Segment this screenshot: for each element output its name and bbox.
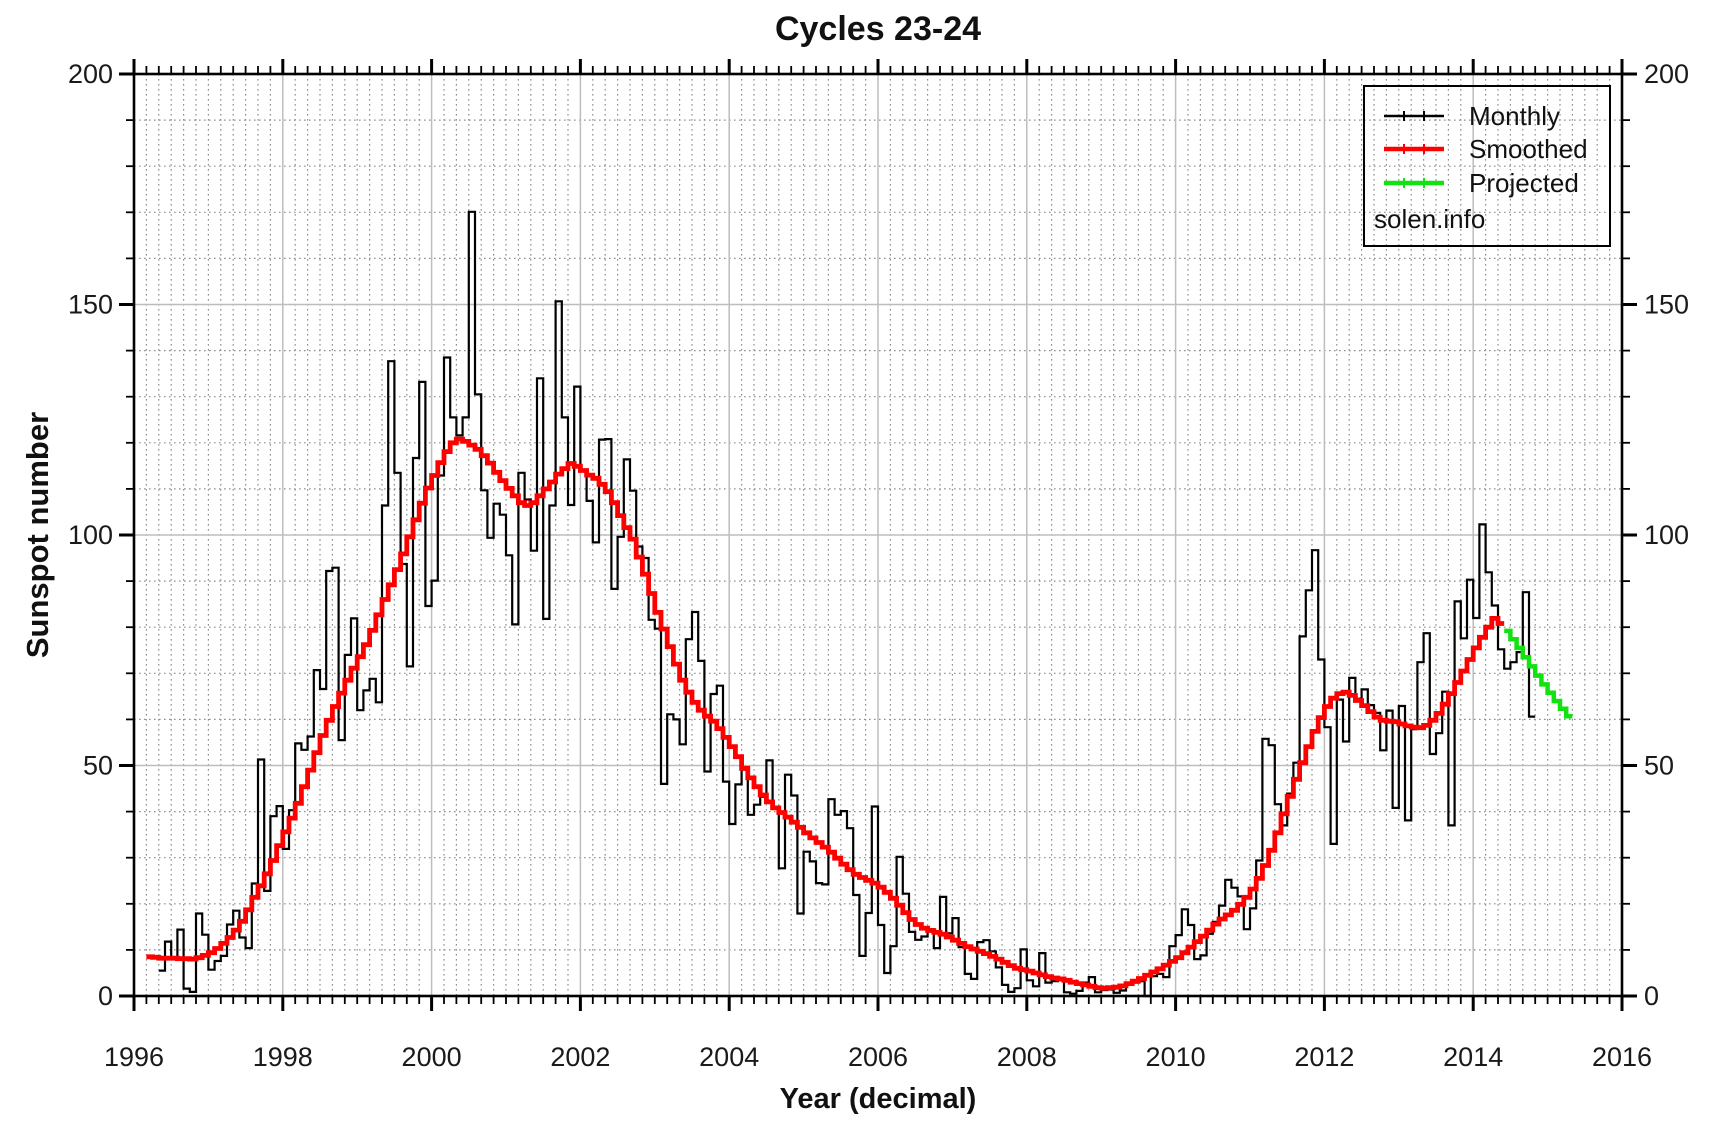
x-tick-label-2014: 2014 xyxy=(1443,1042,1503,1072)
axis-frame-and-ticks xyxy=(119,59,1637,1011)
y-tick-label-left-0: 0 xyxy=(98,981,113,1011)
y-tick-labels-left: 0 50 100 150 200 xyxy=(68,59,113,1011)
y-tick-label-right-0: 0 xyxy=(1644,981,1659,1011)
x-tick-label-2004: 2004 xyxy=(699,1042,759,1072)
x-tick-label-2010: 2010 xyxy=(1146,1042,1206,1072)
smoothed-line-sample xyxy=(1384,144,1444,154)
watermark-text: solen.info xyxy=(1374,204,1486,234)
y-tick-label-left-50: 50 xyxy=(83,751,113,781)
legend-row-smoothed: Smoothed xyxy=(1365,135,1609,163)
legend-label-smoothed: Smoothed xyxy=(1469,134,1588,164)
legend-label-monthly: Monthly xyxy=(1469,101,1561,131)
x-tick-label-2006: 2006 xyxy=(848,1042,908,1072)
smoothed-series-line xyxy=(146,436,1505,991)
y-tick-label-left-150: 150 xyxy=(68,290,113,320)
x-tick-label-2012: 2012 xyxy=(1294,1042,1354,1072)
x-tick-labels: 1996 1998 2000 2002 2004 2006 2008 2010 2012 2014… xyxy=(104,1042,1652,1072)
legend-box: Monthly Smoothed Projected solen.info xyxy=(1363,85,1611,247)
x-tick-label-2008: 2008 xyxy=(997,1042,1057,1072)
y-tick-label-right-50: 50 xyxy=(1644,751,1674,781)
x-tick-label-1996: 1996 xyxy=(104,1042,164,1072)
data-series xyxy=(146,210,1573,998)
y-tick-label-left-100: 100 xyxy=(68,520,113,550)
projected-line-sample xyxy=(1384,178,1444,188)
legend-row-monthly: Monthly xyxy=(1365,102,1609,130)
y-tick-label-right-200: 200 xyxy=(1644,59,1689,89)
monthly-line-sample xyxy=(1384,111,1444,121)
y-tick-label-right-150: 150 xyxy=(1644,290,1689,320)
chart-title: Cycles 23-24 xyxy=(774,10,982,48)
x-axis-title: Year (decimal) xyxy=(779,1083,977,1115)
x-tick-label-2016: 2016 xyxy=(1592,1042,1652,1072)
x-tick-label-2000: 2000 xyxy=(402,1042,462,1072)
x-tick-label-2002: 2002 xyxy=(550,1042,610,1072)
y-tick-labels-right: 0 50 100 150 200 xyxy=(1644,59,1689,1011)
monthly-series-line xyxy=(158,210,1536,998)
x-tick-label-1998: 1998 xyxy=(253,1042,313,1072)
y-tick-label-right-100: 100 xyxy=(1644,520,1689,550)
y-axis-title: Sunspot number xyxy=(20,411,55,659)
legend-label-projected: Projected xyxy=(1469,168,1579,198)
y-tick-label-left-200: 200 xyxy=(68,59,113,89)
legend-row-projected: Projected xyxy=(1365,169,1609,197)
projected-series-line xyxy=(1504,628,1573,719)
